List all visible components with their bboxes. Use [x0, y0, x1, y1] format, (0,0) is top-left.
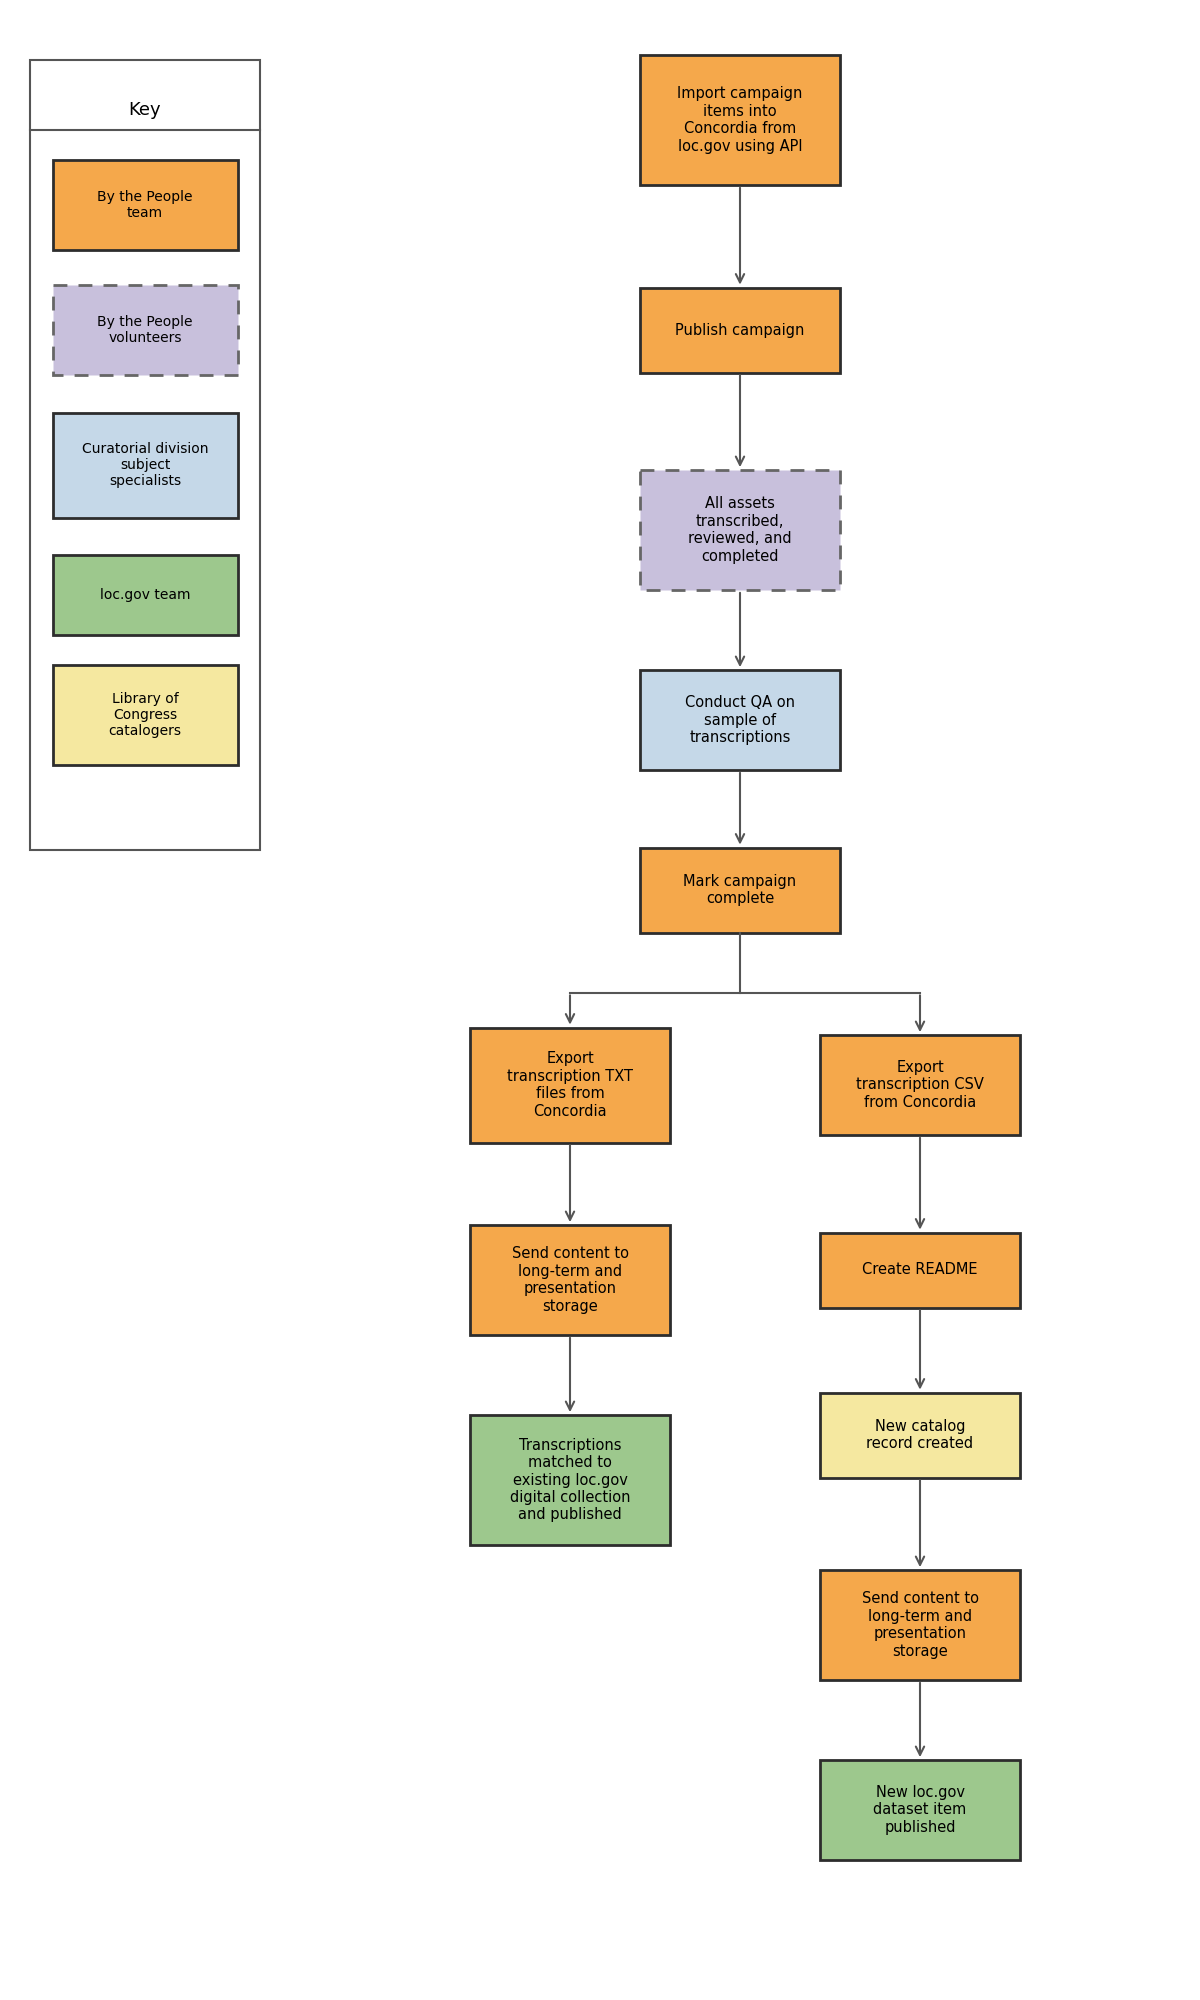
Text: New loc.gov
dataset item
published: New loc.gov dataset item published	[874, 1786, 967, 1834]
Text: By the People
team: By the People team	[97, 190, 193, 220]
Text: Export
transcription CSV
from Concordia: Export transcription CSV from Concordia	[856, 1060, 984, 1110]
FancyBboxPatch shape	[820, 1760, 1020, 1860]
Text: loc.gov team: loc.gov team	[100, 588, 191, 602]
FancyBboxPatch shape	[53, 284, 238, 376]
FancyBboxPatch shape	[820, 1232, 1020, 1308]
Text: New catalog
record created: New catalog record created	[866, 1418, 973, 1452]
Text: Publish campaign: Publish campaign	[676, 322, 805, 338]
Text: Export
transcription TXT
files from
Concordia: Export transcription TXT files from Conc…	[508, 1052, 634, 1118]
FancyBboxPatch shape	[470, 1224, 670, 1336]
Text: Conduct QA on
sample of
transcriptions: Conduct QA on sample of transcriptions	[685, 696, 796, 744]
Text: By the People
volunteers: By the People volunteers	[97, 314, 193, 346]
Text: Create README: Create README	[863, 1262, 978, 1278]
FancyBboxPatch shape	[640, 288, 840, 372]
Text: Key: Key	[128, 100, 161, 120]
FancyBboxPatch shape	[30, 60, 260, 850]
FancyBboxPatch shape	[640, 54, 840, 186]
FancyBboxPatch shape	[640, 848, 840, 932]
Text: Import campaign
items into
Concordia from
loc.gov using API: Import campaign items into Concordia fro…	[677, 86, 803, 154]
FancyBboxPatch shape	[820, 1392, 1020, 1478]
FancyBboxPatch shape	[53, 412, 238, 518]
Text: Send content to
long-term and
presentation
storage: Send content to long-term and presentati…	[862, 1592, 978, 1658]
FancyBboxPatch shape	[820, 1570, 1020, 1680]
Text: Library of
Congress
catalogers: Library of Congress catalogers	[108, 692, 181, 738]
FancyBboxPatch shape	[470, 1028, 670, 1142]
Text: Mark campaign
complete: Mark campaign complete	[684, 874, 797, 906]
FancyBboxPatch shape	[640, 670, 840, 770]
Text: Transcriptions
matched to
existing loc.gov
digital collection
and published: Transcriptions matched to existing loc.g…	[510, 1438, 630, 1522]
FancyBboxPatch shape	[53, 664, 238, 764]
FancyBboxPatch shape	[53, 160, 238, 250]
FancyBboxPatch shape	[470, 1416, 670, 1544]
Text: Curatorial division
subject
specialists: Curatorial division subject specialists	[82, 442, 209, 488]
Text: Send content to
long-term and
presentation
storage: Send content to long-term and presentati…	[511, 1246, 629, 1314]
FancyBboxPatch shape	[820, 1036, 1020, 1136]
Text: All assets
transcribed,
reviewed, and
completed: All assets transcribed, reviewed, and co…	[688, 496, 792, 564]
FancyBboxPatch shape	[53, 554, 238, 636]
FancyBboxPatch shape	[640, 470, 840, 590]
